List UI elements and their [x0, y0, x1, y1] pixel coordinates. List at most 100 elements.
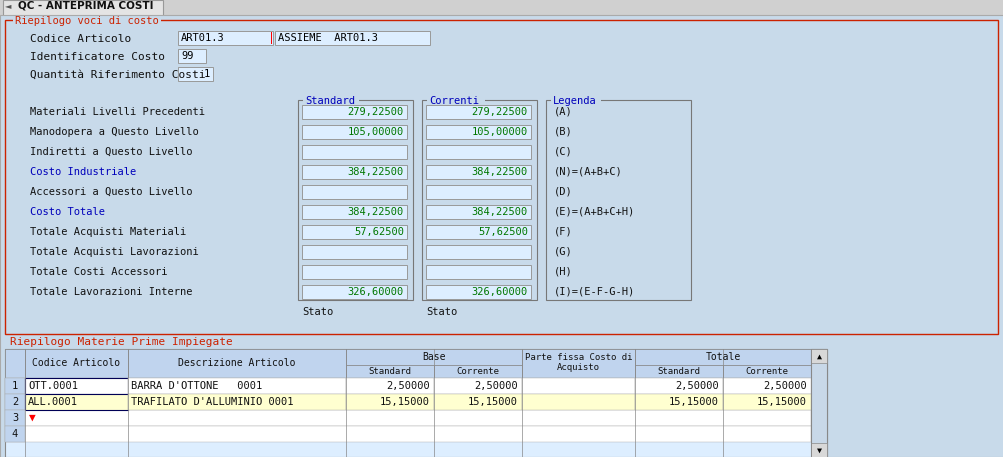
Text: 57,62500: 57,62500 — [354, 227, 403, 237]
Text: (A): (A) — [554, 107, 572, 117]
Text: ▼: ▼ — [29, 413, 36, 423]
Text: 15,15000: 15,15000 — [668, 397, 718, 407]
Text: Codice Articolo: Codice Articolo — [30, 34, 131, 44]
Text: (H): (H) — [554, 267, 572, 277]
Bar — [425, 165, 531, 179]
Text: ▲: ▲ — [815, 351, 820, 361]
Text: Riepilogo voci di costo: Riepilogo voci di costo — [15, 16, 158, 26]
Text: Totale Costi Accessori: Totale Costi Accessori — [30, 267, 168, 277]
Bar — [3, 0, 162, 16]
Bar — [425, 145, 531, 159]
Text: 279,22500: 279,22500 — [347, 107, 403, 117]
Text: ◄: ◄ — [5, 1, 11, 10]
Text: Totale Acquisti Lavorazioni: Totale Acquisti Lavorazioni — [30, 247, 199, 257]
Text: Base: Base — [422, 352, 445, 362]
Text: (D): (D) — [554, 187, 572, 197]
Text: 1: 1 — [204, 69, 210, 79]
Text: 384,22500: 384,22500 — [471, 207, 528, 217]
Text: 2,50000: 2,50000 — [675, 381, 718, 391]
Text: 2: 2 — [12, 397, 18, 407]
Text: (I)=(E-F-G-H): (I)=(E-F-G-H) — [554, 287, 635, 297]
Bar — [425, 265, 531, 279]
Bar — [302, 185, 406, 199]
Text: 15,15000: 15,15000 — [379, 397, 429, 407]
Bar — [302, 265, 406, 279]
Text: Acquisto: Acquisto — [557, 363, 600, 372]
Bar — [722, 365, 810, 378]
Bar — [178, 49, 206, 63]
Bar — [5, 410, 25, 426]
Bar — [433, 365, 522, 378]
Text: Standard: Standard — [305, 96, 355, 106]
Text: (B): (B) — [554, 127, 572, 137]
Text: (G): (G) — [554, 247, 572, 257]
Text: (F): (F) — [554, 227, 572, 237]
Bar — [546, 100, 690, 300]
Bar — [302, 125, 406, 139]
Bar — [346, 394, 433, 410]
Bar — [25, 349, 127, 378]
Text: 15,15000: 15,15000 — [467, 397, 518, 407]
Text: Descrizione Articolo: Descrizione Articolo — [179, 358, 296, 368]
Text: 15,15000: 15,15000 — [756, 397, 806, 407]
Text: Corrente: Corrente — [745, 367, 787, 376]
Text: 2,50000: 2,50000 — [386, 381, 429, 391]
Text: ▼: ▼ — [815, 446, 820, 455]
Bar — [302, 105, 406, 119]
Text: Stato: Stato — [302, 307, 333, 317]
Text: 2,50000: 2,50000 — [762, 381, 806, 391]
Text: (N)=(A+B+C): (N)=(A+B+C) — [554, 167, 622, 177]
Bar — [5, 349, 25, 378]
Bar — [522, 394, 634, 410]
Bar — [303, 99, 359, 107]
Bar — [5, 426, 25, 442]
Bar — [722, 378, 810, 394]
Bar — [810, 443, 826, 457]
Bar — [551, 99, 601, 107]
Text: 384,22500: 384,22500 — [347, 167, 403, 177]
Bar — [425, 125, 531, 139]
Bar — [634, 378, 722, 394]
Bar — [5, 410, 810, 426]
Bar — [25, 394, 127, 410]
Bar — [5, 349, 826, 457]
Text: TRAFILATO D'ALLUMINIO 0001: TRAFILATO D'ALLUMINIO 0001 — [130, 397, 293, 407]
Text: Costo Industriale: Costo Industriale — [30, 167, 136, 177]
Text: 326,60000: 326,60000 — [347, 287, 403, 297]
Bar — [302, 165, 406, 179]
Text: BARRA D'OTTONE   0001: BARRA D'OTTONE 0001 — [130, 381, 262, 391]
Bar — [5, 426, 810, 442]
Bar — [433, 394, 522, 410]
Bar — [425, 285, 531, 299]
Text: Totale Acquisti Materiali: Totale Acquisti Materiali — [30, 227, 187, 237]
Text: 105,00000: 105,00000 — [471, 127, 528, 137]
Text: Corrente: Corrente — [456, 367, 499, 376]
Bar — [425, 185, 531, 199]
Text: 384,22500: 384,22500 — [471, 167, 528, 177]
Bar — [298, 100, 412, 300]
Bar — [178, 31, 273, 45]
Text: Identificatore Costo: Identificatore Costo — [30, 52, 164, 62]
Bar — [127, 349, 346, 378]
Bar — [302, 225, 406, 239]
Bar — [0, 0, 1003, 16]
Bar — [302, 285, 406, 299]
Bar — [5, 20, 997, 334]
Text: 1: 1 — [12, 381, 18, 391]
Bar — [302, 245, 406, 259]
Text: 99: 99 — [181, 51, 194, 61]
Bar — [634, 394, 722, 410]
Text: 3: 3 — [12, 413, 18, 423]
Bar — [5, 378, 25, 394]
Bar — [346, 378, 433, 394]
Text: ART01.3: ART01.3 — [181, 33, 225, 43]
Bar — [178, 67, 213, 81]
Bar — [5, 394, 810, 410]
Bar — [25, 378, 127, 394]
Bar — [302, 205, 406, 219]
Text: 326,60000: 326,60000 — [471, 287, 528, 297]
Bar — [522, 378, 634, 394]
Text: 57,62500: 57,62500 — [477, 227, 528, 237]
Text: Stato: Stato — [425, 307, 456, 317]
Text: 4: 4 — [12, 429, 18, 439]
